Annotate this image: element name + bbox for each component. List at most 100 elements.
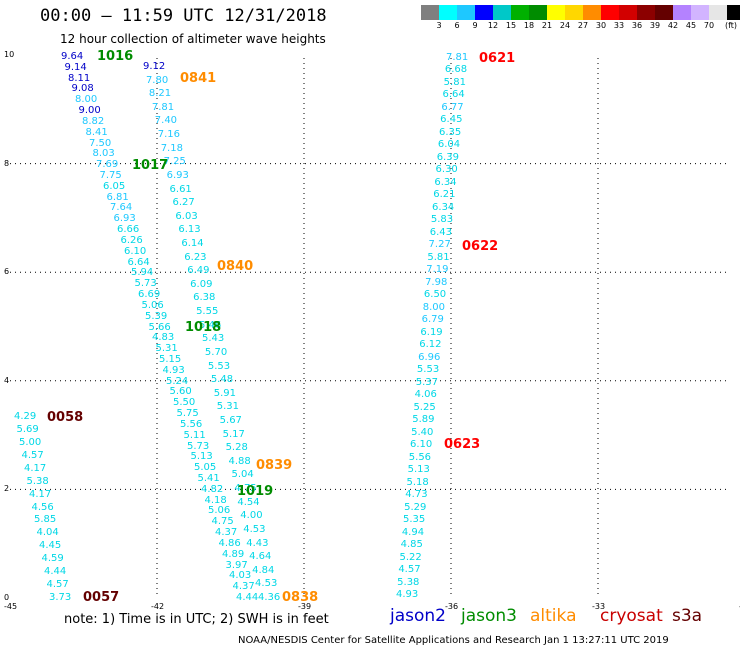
wave-height-label: 6.39	[436, 151, 459, 163]
color-swatch	[421, 5, 439, 20]
wave-height-label: 5.24	[166, 375, 189, 387]
color-swatch	[439, 5, 457, 20]
wave-height-label: 4.04	[36, 527, 59, 539]
wave-height-label: 6.35	[439, 126, 462, 138]
wave-height-label: 5.37	[415, 376, 439, 388]
wave-height-label: 7.80	[145, 74, 169, 86]
color-swatch	[547, 5, 565, 20]
wave-height-label: 8.00	[422, 301, 445, 313]
wave-height-label: 4.83	[152, 332, 175, 344]
wave-height-label: 9.12	[143, 61, 166, 72]
color-swatch	[637, 5, 655, 20]
map-subtitle: 12 hour collection of altimeter wave hei…	[60, 32, 326, 46]
wave-height-label: 5.35	[402, 514, 426, 526]
wave-height-label: 4.89	[222, 548, 245, 560]
wave-height-label: 6.13	[178, 224, 201, 236]
wave-height-label: 5.29	[404, 501, 427, 513]
x-tick-label: -45	[4, 602, 18, 611]
y-tick-label: 0	[4, 593, 10, 602]
wave-height-label: 4.36	[258, 592, 281, 603]
color-swatch	[691, 5, 709, 20]
wave-height-label: 5.56	[408, 451, 432, 463]
color-swatch	[511, 5, 529, 20]
wave-height-label: 5.39	[145, 310, 168, 322]
pass-time-label: 1016	[97, 49, 134, 64]
color-scale-label: 33	[613, 21, 625, 30]
color-scale-label: 30	[595, 21, 607, 30]
wave-height-label: 8.21	[148, 88, 172, 100]
wave-height-label: 8.82	[82, 115, 105, 127]
wave-height-label: 6.30	[435, 164, 458, 176]
y-tick-label: 6	[4, 267, 10, 277]
wave-height-label: 6.27	[172, 197, 195, 209]
color-swatch	[493, 5, 511, 20]
wave-height-label: 7.25	[163, 156, 186, 168]
legend-altika: altika	[530, 606, 577, 626]
wave-height-label: 5.50	[173, 397, 196, 409]
wave-height-label: 6.10	[409, 439, 433, 451]
wave-height-label: 6.38	[193, 292, 216, 304]
pass-time-label: 0841	[180, 71, 217, 86]
wave-height-label: 7.18	[160, 142, 183, 154]
wave-height-label: 5.22	[399, 551, 422, 563]
wave-height-label: 4.75	[234, 483, 257, 495]
wave-height-label: 5.53	[416, 364, 440, 376]
pass-time-label: 1019	[237, 484, 274, 499]
wave-height-label: 4.18	[204, 494, 227, 506]
x-tick-label: -42	[151, 602, 165, 611]
wave-height-label: 5.56	[180, 418, 203, 430]
wave-height-label: 6.64	[127, 256, 150, 268]
wave-height-label: 6.34	[434, 176, 457, 188]
legend-cryosat: cryosat	[600, 606, 663, 626]
color-scale-label: 21	[541, 21, 553, 30]
wave-height-label: 6.68	[444, 64, 468, 76]
wave-height-label: 4.43	[246, 537, 269, 549]
wave-height-label: 5.05	[194, 462, 217, 474]
wave-height-label: 4.94	[401, 526, 425, 538]
wave-height-label: 5.13	[190, 451, 213, 463]
wave-height-label: 6.09	[190, 278, 213, 290]
wave-height-label: 7.98	[425, 276, 448, 288]
color-scale-labels: 3 6 9 12 15 18 21 24 27 30 33 36 39 42 45 70 (ft)	[421, 21, 740, 33]
wave-height-label: 8.11	[68, 72, 91, 84]
wave-height-label: 6.43	[429, 226, 452, 238]
wave-height-label: 5.04	[231, 469, 254, 481]
x-tick-label: -36	[445, 602, 459, 611]
wave-height-label: 4.88	[228, 455, 251, 467]
wave-height-label: 9.64	[61, 51, 84, 62]
y-tick-label: 10	[4, 50, 15, 59]
wave-height-label: 4.93	[162, 364, 185, 376]
wave-height-label: 4.03	[229, 570, 252, 582]
color-scale-label: (ft)	[724, 21, 738, 30]
wave-height-label: 6.26	[120, 234, 143, 246]
wave-height-label: 5.25	[413, 401, 436, 413]
color-scale-label: 3	[436, 21, 442, 30]
wave-height-label: 4.45	[39, 540, 62, 552]
wave-height-label: 5.43	[201, 333, 225, 345]
wave-height-label: 7.40	[154, 115, 178, 127]
wave-height-label: 6.69	[138, 289, 161, 301]
color-scale-label: 70	[703, 21, 715, 30]
wave-height-label: 6.79	[421, 314, 444, 326]
wave-height-label: 4.00	[240, 510, 263, 522]
wave-height-label: 7.81	[151, 101, 175, 113]
pass-time-label: 0838	[282, 590, 319, 605]
wave-height-label: 6.93	[166, 169, 189, 181]
wave-height-label: 4.93	[396, 589, 419, 600]
wave-height-label: 7.16	[157, 129, 180, 141]
wave-height-label: 6.03	[175, 210, 198, 222]
color-scale-label: 18	[523, 21, 535, 30]
wave-height-label: 5.55	[196, 306, 219, 318]
wave-height-label: 4.37	[232, 581, 255, 593]
wave-height-label: 4.73	[405, 489, 428, 501]
wave-height-label: 6.05	[103, 180, 126, 192]
wave-height-label: 4.06	[414, 389, 437, 401]
wave-height-label: 5.11	[183, 429, 206, 441]
wave-height-label: 4.57	[398, 564, 421, 576]
color-scale-label: 12	[487, 21, 499, 30]
wave-height-label: 6.10	[124, 245, 147, 257]
pass-time-label: 0622	[462, 239, 499, 254]
wave-height-label: 6.66	[117, 224, 140, 236]
y-tick-label: 2	[4, 484, 10, 494]
pass-time-label: 0840	[217, 259, 254, 274]
